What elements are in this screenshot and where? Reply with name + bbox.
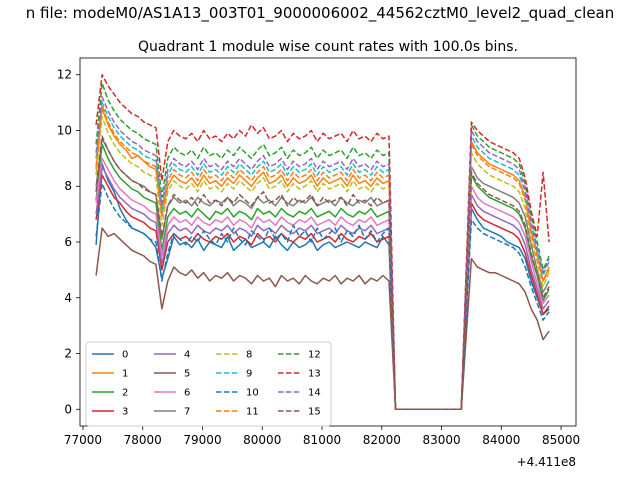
legend-label-4: 4	[184, 350, 190, 361]
legend-label-15: 15	[308, 407, 321, 418]
series-line-9	[95, 101, 550, 411]
x-axis: 77000 78000 79000 80000 81000 82000 83000 84000…	[64, 426, 580, 447]
x-tick-label: 82000	[363, 433, 401, 447]
series-line-3	[95, 174, 550, 411]
y-tick-label: 6	[64, 235, 72, 249]
series-line-11	[95, 104, 550, 411]
y-tick-label: 4	[64, 291, 72, 305]
y-axis: 0 2 4 6 8 10 12	[57, 68, 80, 416]
chart-title: Quadrant 1 module wise count rates with …	[138, 39, 518, 55]
legend-label-7: 7	[184, 407, 190, 418]
legend-label-6: 6	[184, 388, 190, 399]
legend-label-1: 1	[122, 369, 128, 380]
legend-label-8: 8	[246, 350, 252, 361]
series-layer	[95, 73, 550, 411]
series-line-12	[95, 82, 550, 411]
x-tick-label: 83000	[422, 433, 460, 447]
series-line-6	[95, 157, 550, 411]
legend-label-11: 11	[246, 407, 259, 418]
legend-box	[85, 341, 332, 427]
y-tick-label: 12	[57, 68, 72, 82]
legend-label-13: 13	[308, 369, 321, 380]
x-tick-label: 79000	[183, 433, 221, 447]
series-line-2	[95, 143, 550, 411]
legend-label-5: 5	[184, 369, 190, 380]
x-tick-label: 80000	[243, 433, 281, 447]
legend-label-9: 9	[246, 369, 252, 380]
x-tick-label: 81000	[303, 433, 341, 447]
x-tick-label: 85000	[542, 433, 580, 447]
legend-label-3: 3	[122, 407, 128, 418]
y-tick-label: 2	[64, 347, 72, 361]
x-tick-label: 77000	[64, 433, 102, 447]
series-line-8	[95, 115, 550, 411]
y-tick-label: 10	[57, 123, 72, 137]
series-line-5	[95, 227, 550, 411]
legend-label-12: 12	[308, 350, 321, 361]
y-tick-label: 0	[64, 402, 72, 416]
legend-label-0: 0	[122, 350, 128, 361]
x-tick-label: 84000	[482, 433, 520, 447]
x-tick-label: 78000	[124, 433, 162, 447]
legend-label-2: 2	[122, 388, 128, 399]
y-tick-label: 8	[64, 179, 72, 193]
x-offset-label: +4.411e8	[517, 455, 576, 469]
legend-label-14: 14	[308, 388, 321, 399]
figure-suptitle: n file: modeM0/AS1A13_003T01_9000006002_…	[26, 4, 615, 23]
series-line-10	[95, 182, 550, 411]
legend-label-10: 10	[246, 388, 259, 399]
series-line-15	[95, 135, 550, 411]
